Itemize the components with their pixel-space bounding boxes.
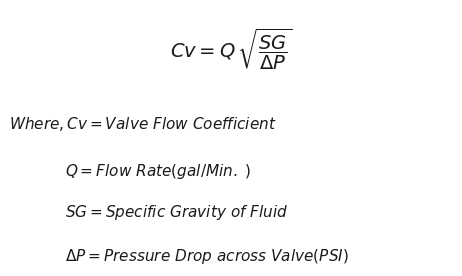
Text: $\mathit{Q = Flow\ Rate(gal/Min.\ )}$: $\mathit{Q = Flow\ Rate(gal/Min.\ )}$ [65, 162, 251, 181]
Text: $\mathit{\Delta P = Pressure\ Drop\ across\ Valve(PSI)}$: $\mathit{\Delta P = Pressure\ Drop\ acro… [65, 247, 348, 266]
Text: $\mathit{Where, Cv = Valve\ Flow\ Coefficient}$: $\mathit{Where, Cv = Valve\ Flow\ Coeffi… [9, 115, 277, 133]
Text: $\mathit{SG = Specific\ Gravity\ of\ Fluid}$: $\mathit{SG = Specific\ Gravity\ of\ Flu… [65, 203, 288, 222]
Text: $\mathit{Cv} = \mathit{Q}\,\sqrt{\dfrac{\mathit{SG}}{\mathit{\Delta P}}}$: $\mathit{Cv} = \mathit{Q}\,\sqrt{\dfrac{… [170, 27, 292, 72]
